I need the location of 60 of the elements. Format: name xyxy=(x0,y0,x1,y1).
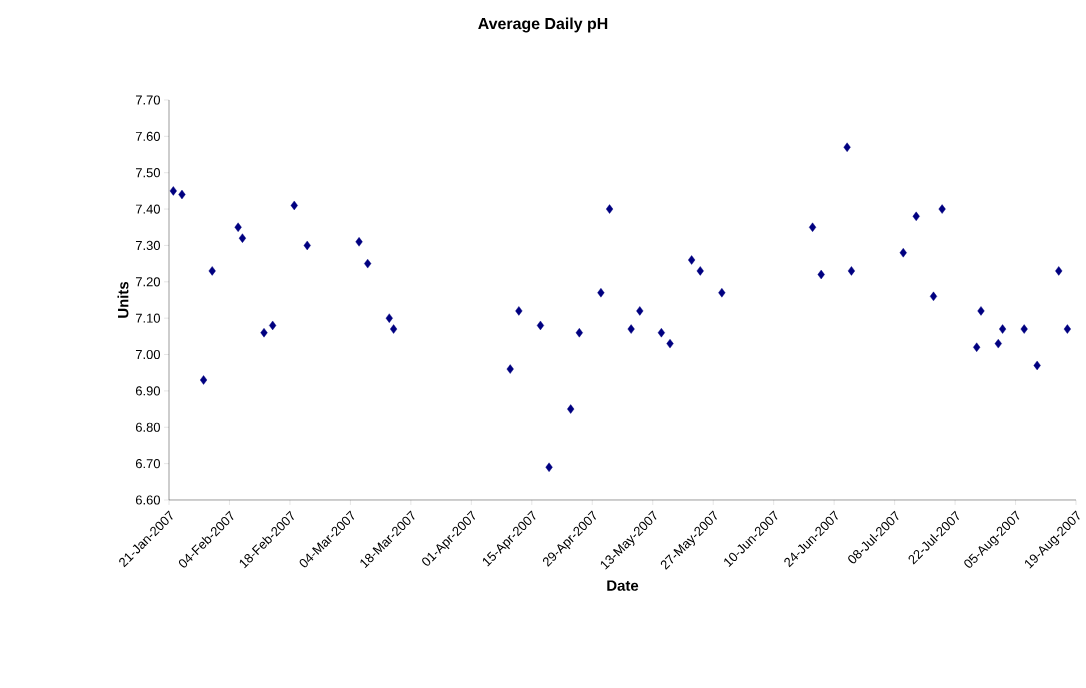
point xyxy=(355,237,363,247)
y-tick-label: 7.00 xyxy=(135,349,161,360)
point xyxy=(977,306,985,316)
y-tick-label: 7.60 xyxy=(135,131,161,141)
point xyxy=(994,338,1002,349)
point xyxy=(169,186,177,196)
point xyxy=(912,211,920,222)
y-tick-label: 7.10 xyxy=(135,313,161,323)
point xyxy=(238,233,246,243)
point xyxy=(929,291,938,302)
point xyxy=(506,364,514,374)
x-axis-title: Date xyxy=(607,580,639,591)
point xyxy=(808,222,817,232)
point xyxy=(260,328,268,338)
y-tick-label: 6.70 xyxy=(135,459,161,469)
point xyxy=(847,266,855,276)
point xyxy=(718,288,726,298)
y-tick-label: 6.90 xyxy=(135,386,161,396)
point xyxy=(657,328,665,338)
point xyxy=(536,320,545,331)
point xyxy=(938,204,946,214)
point xyxy=(208,266,216,276)
point xyxy=(688,255,696,265)
point xyxy=(843,142,851,152)
point xyxy=(817,269,825,280)
point xyxy=(1020,324,1028,334)
point xyxy=(269,320,277,331)
point xyxy=(303,240,311,251)
point xyxy=(597,288,605,298)
chart-title: Average Daily pH xyxy=(478,17,608,33)
point xyxy=(234,222,242,232)
y-tick-label: 6.60 xyxy=(135,495,161,505)
y-tick-label: 7.20 xyxy=(135,277,161,287)
point xyxy=(696,266,704,276)
y-tick-label: 6.80 xyxy=(135,422,161,432)
point xyxy=(515,306,523,316)
point xyxy=(178,189,186,200)
point xyxy=(999,324,1007,334)
point xyxy=(390,324,398,334)
point xyxy=(973,342,981,352)
y-axis-title: Units xyxy=(117,281,129,318)
point xyxy=(200,375,208,385)
point xyxy=(899,248,907,258)
point xyxy=(567,404,575,414)
point xyxy=(545,462,553,472)
point xyxy=(605,204,614,214)
point xyxy=(627,324,635,334)
y-tick-label: 7.40 xyxy=(135,204,161,214)
point xyxy=(666,338,674,349)
point xyxy=(575,328,583,338)
point xyxy=(636,306,644,316)
y-tick-label: 7.30 xyxy=(135,240,161,251)
y-tick-label: 7.50 xyxy=(135,168,161,178)
point xyxy=(1033,360,1041,371)
point xyxy=(1063,324,1071,334)
point xyxy=(290,200,298,211)
point xyxy=(385,313,393,323)
point xyxy=(1055,266,1063,276)
y-tick-label: 7.70 xyxy=(135,95,161,105)
point xyxy=(364,258,372,269)
